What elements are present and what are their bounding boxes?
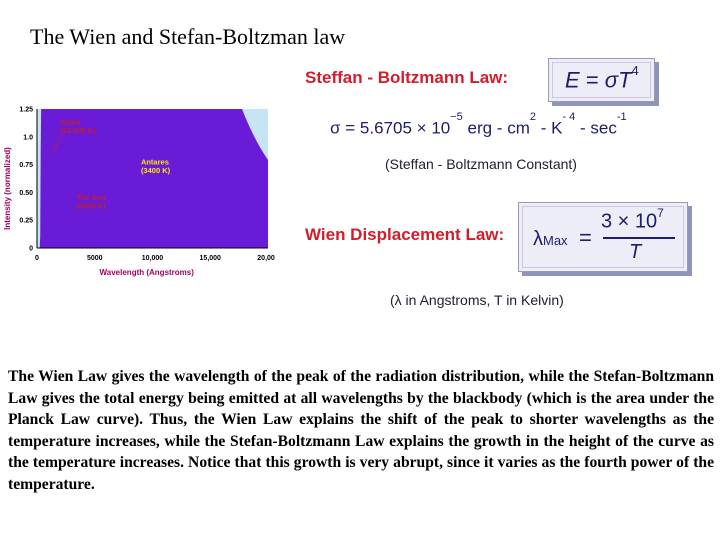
numerator-exponent: 7 xyxy=(657,206,664,220)
curve-label-antares: (3400 K) xyxy=(141,166,171,175)
y-tick-label: 0.50 xyxy=(19,190,33,197)
constant-sigma: σ xyxy=(330,118,341,138)
stefan-boltzmann-heading: Steffan - Boltzmann Law: xyxy=(305,68,509,87)
wien-units-note: (λ in Angstroms, T in Kelvin) xyxy=(390,292,564,308)
wien-equals: = xyxy=(579,225,592,250)
constant-times: × xyxy=(416,118,427,138)
slide-title: The Wien and Stefan-Boltzman law xyxy=(30,24,346,49)
x-tick-label: 10,000 xyxy=(142,255,164,262)
units-erg-cm: erg - cm xyxy=(467,118,530,138)
constant-exponent: −5 xyxy=(450,111,463,123)
lambda-symbol: λ xyxy=(533,228,543,250)
units-kelvin: - K xyxy=(540,118,563,138)
y-tick-label: 1.0 xyxy=(23,134,33,141)
wien-lambda: λMax xyxy=(533,228,568,251)
spica-pointer-line xyxy=(52,136,62,154)
formula-equals: = xyxy=(585,67,599,93)
curve-spica xyxy=(37,109,268,248)
wien-heading: Wien Displacement Law: xyxy=(305,225,505,244)
wien-denominator: T xyxy=(629,241,642,263)
x-tick-label: 0 xyxy=(35,255,39,262)
x-tick-label: 15,000 xyxy=(200,255,222,262)
constant-base: 10 xyxy=(431,118,451,138)
curve-label-the-sun: (5000 K) xyxy=(76,202,106,211)
curve-label-spica: Spica xyxy=(60,118,81,127)
formula-energy: E xyxy=(565,67,580,93)
curve-label-antares: Antares xyxy=(141,158,169,167)
x-axis-label: Wavelength (Angstroms) xyxy=(100,268,195,277)
stefan-constant: σ = 5.6705 × 10−5 erg - cm2 - K- 4 - sec… xyxy=(330,111,627,139)
curve-label-the-sun: The Sun xyxy=(76,193,106,202)
formula-sigma-t: σT xyxy=(604,67,632,93)
stefan-formula: E = σT4 xyxy=(565,63,639,93)
units-sec: - sec xyxy=(580,118,617,138)
blackbody-chart: 0 0.25 0.50 0.75 1.0 1.25 0 5000 10,000 15,000 20,… xyxy=(3,107,275,278)
units-sec-exponent: -1 xyxy=(616,111,627,123)
wien-formula-box: λMax = 3 × 107 T xyxy=(518,202,688,272)
constant-equals: = xyxy=(345,118,356,138)
y-tick-label: 0.25 xyxy=(19,218,33,225)
fraction-bar xyxy=(603,237,675,239)
lambda-subscript: Max xyxy=(543,233,568,248)
y-tick-label: 0.75 xyxy=(19,162,33,169)
stefan-formula-box: E = σT4 xyxy=(548,58,655,102)
x-tick-label: 20,000 xyxy=(257,255,275,262)
stefan-constant-note: (Steffan - Boltzmann Constant) xyxy=(385,156,577,172)
units-cm-exponent: 2 xyxy=(529,111,536,123)
y-axis-label: Intensity (normalized) xyxy=(3,147,12,230)
formula-exponent: 4 xyxy=(631,63,639,78)
y-tick-label: 1.25 xyxy=(19,107,33,114)
constant-value: 5.6705 xyxy=(359,118,412,138)
curve-label-spica: (23,000 K) xyxy=(60,126,96,135)
numerator-value: 3 × 10 xyxy=(601,210,658,233)
y-tick-label: 0 xyxy=(29,246,33,253)
x-tick-label: 5000 xyxy=(87,255,103,262)
units-kelvin-exponent: - 4 xyxy=(562,111,576,123)
wien-numerator: 3 × 107 xyxy=(601,206,664,234)
explanation-paragraph: The Wien Law gives the wavelength of the… xyxy=(8,368,714,493)
